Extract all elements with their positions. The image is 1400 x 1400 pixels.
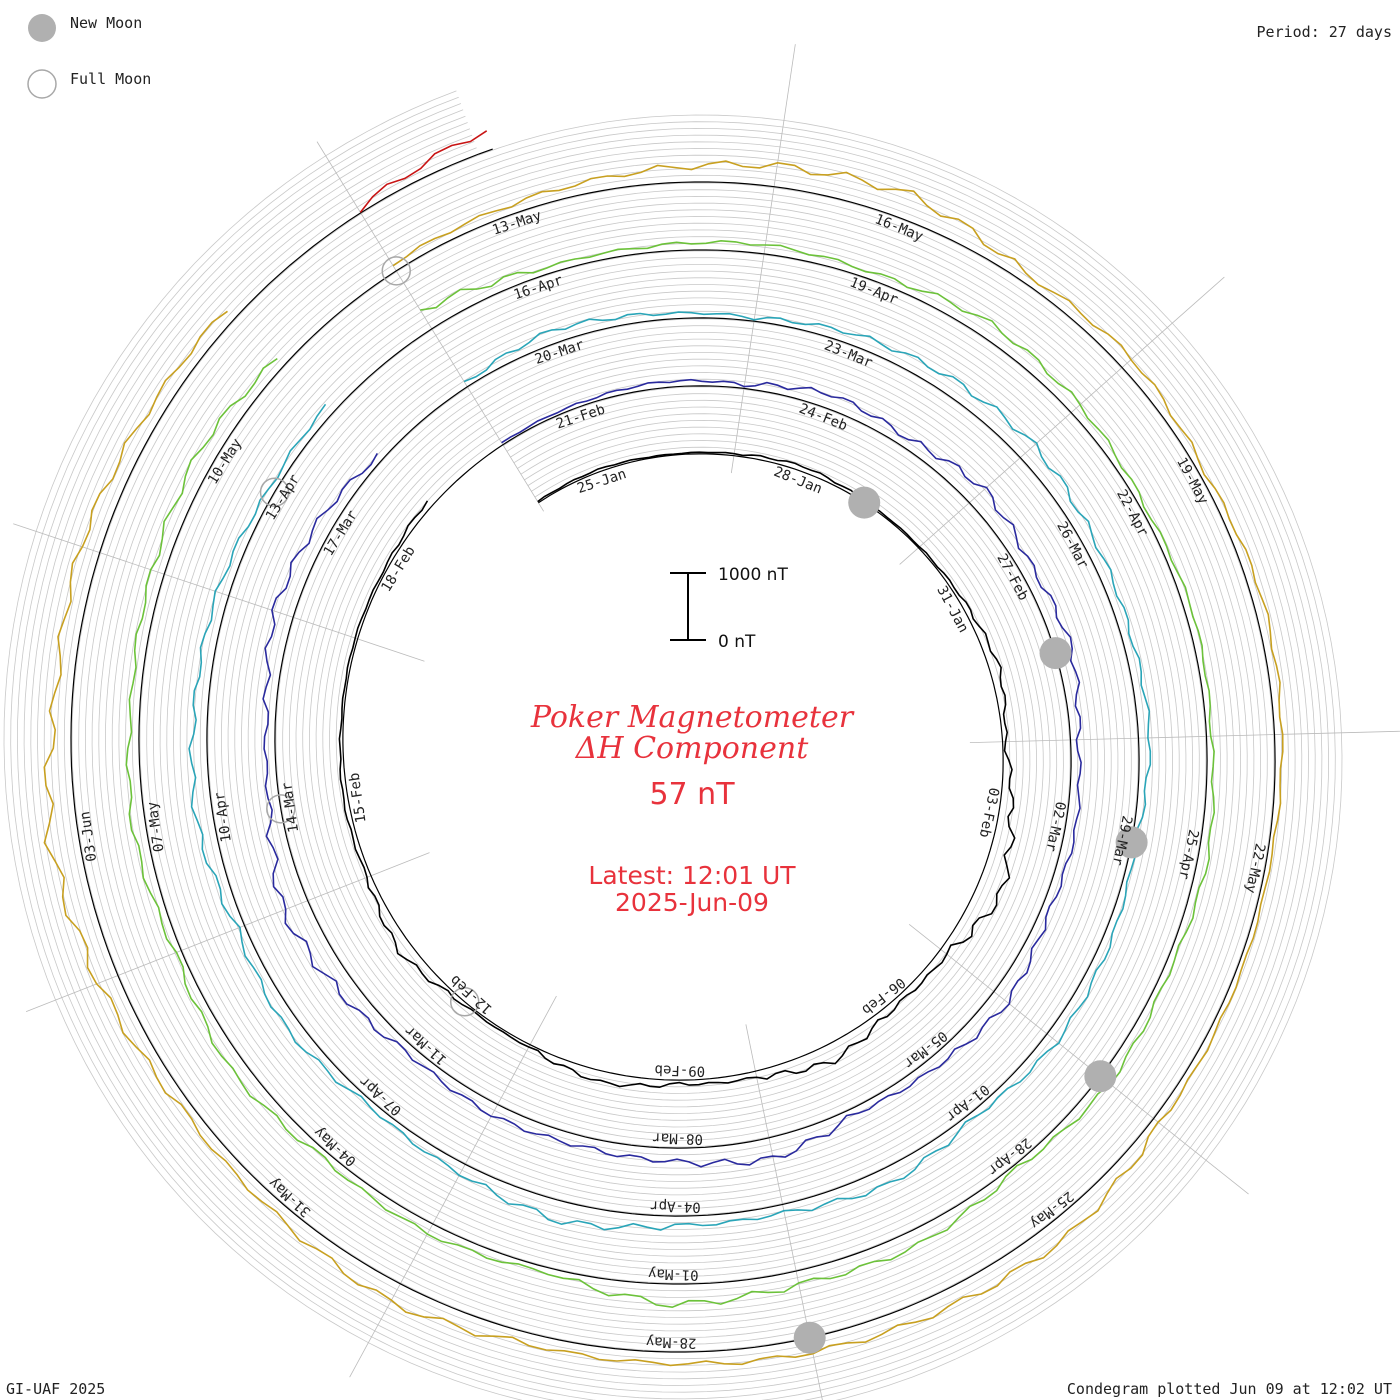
full-moon-marker [259, 477, 290, 507]
date-tick-label: 02-Mar [1042, 800, 1068, 853]
date-tick-label: 09-Feb [654, 1061, 705, 1079]
radial-day-line [899, 276, 1225, 565]
date-tick-label: 03-Feb [976, 786, 1002, 839]
radial-day-line [349, 995, 557, 1378]
grid-ring [23, 109, 1323, 1400]
full-moon-marker [449, 987, 480, 1017]
series-line [359, 130, 488, 213]
grid-ring [63, 147, 1283, 1360]
scale-bar [670, 572, 706, 641]
date-tick-label: 25-Apr [1175, 828, 1201, 881]
baseline-spiral-path [70, 148, 1276, 1353]
date-tick-label: 22-Apr [1113, 487, 1151, 539]
new-moon-marker [1084, 1060, 1117, 1093]
grid-ring [37, 122, 1309, 1386]
date-tick-label: 14-Mar [279, 781, 302, 833]
full-moon-legend-label: Full Moon [70, 70, 151, 88]
new-moon-icon [28, 14, 56, 42]
grid-ring [30, 115, 1316, 1393]
radial-day-line [908, 923, 1249, 1195]
date-tick-label: 29-Mar [1109, 814, 1135, 867]
series-line [338, 451, 1016, 1089]
scale-top-label: 1000 nT [718, 565, 788, 585]
new-moon-marker [793, 1321, 826, 1354]
date-tick-label: 01-May [648, 1265, 699, 1283]
grid-ring [57, 141, 1289, 1366]
series-line [188, 311, 1152, 1231]
new-moon-marker [848, 486, 881, 519]
series-line [125, 239, 1216, 1309]
series-line [262, 378, 1082, 1168]
current-value: 57 nT [649, 777, 735, 812]
radial-day-line [25, 852, 430, 1013]
chart-subtitle: ΔH Component [575, 731, 809, 766]
full-moon-icon [27, 69, 57, 99]
series-traces [43, 130, 1284, 1367]
date-tick-label: 04-Apr [650, 1197, 701, 1215]
grid-ring [43, 128, 1303, 1380]
date-tick-label: 08-Mar [652, 1129, 703, 1147]
radial-day-line [745, 1024, 823, 1400]
date-tick-label: 15-Feb [347, 772, 370, 824]
latest-time: Latest: 12:01 UT [588, 861, 796, 890]
series-line [43, 160, 1284, 1367]
date-tick-label: 07-May [145, 801, 168, 853]
grid-rings [3, 90, 1343, 1400]
grid-ring [50, 134, 1296, 1373]
grid-ring [10, 96, 1336, 1400]
latest-date: 2025-Jun-09 [615, 888, 769, 917]
new-moon-marker [1115, 826, 1148, 859]
grid-ring [3, 90, 1343, 1400]
moon-markers [259, 256, 1148, 1354]
radial-day-line [969, 730, 1400, 744]
date-tick-label: 10-Apr [212, 791, 235, 843]
date-tick-label: 28-May [646, 1333, 697, 1351]
footer-plot-time: Condegram plotted Jun 09 at 12:02 UT [1067, 1380, 1392, 1398]
radial-day-line [316, 141, 544, 512]
radial-day-line [730, 44, 796, 474]
scale-bottom-label: 0 nT [718, 632, 756, 652]
date-tick-label: 31-Jan [933, 583, 971, 635]
date-tick-label: 22-May [1242, 842, 1268, 895]
period-label: Period: 27 days [1257, 23, 1392, 41]
chart-title: Poker Magnetometer [530, 700, 855, 735]
full-moon-marker [266, 794, 296, 824]
date-tick-label: 28-Jan [771, 464, 824, 498]
new-moon-marker [1039, 637, 1072, 670]
date-tick-label: 03-Jun [77, 810, 100, 862]
new-moon-legend-label: New Moon [70, 14, 142, 32]
grid-ring [16, 103, 1330, 1400]
baseline-spiral [70, 148, 1276, 1353]
footer-credit: GI-UAF 2025 [6, 1380, 105, 1398]
full-moon-marker [381, 256, 411, 286]
